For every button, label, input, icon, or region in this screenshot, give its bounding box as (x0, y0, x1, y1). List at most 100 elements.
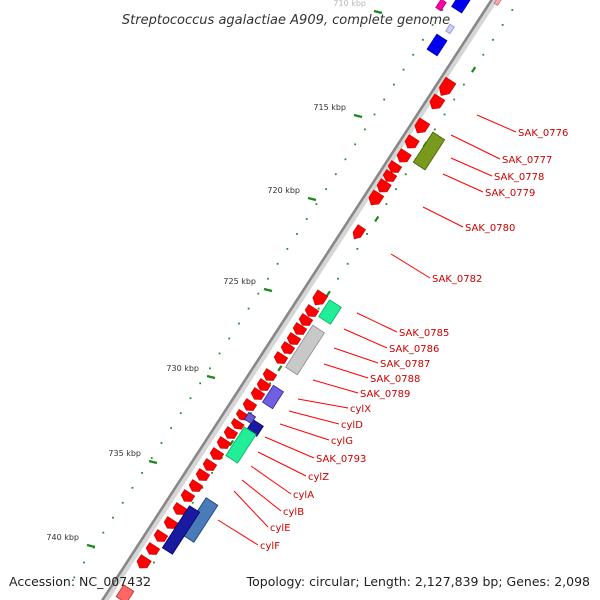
outer-scale-dot (392, 83, 395, 86)
gene-label: cylG (331, 436, 353, 447)
gene-block-a7 (376, 178, 392, 193)
gene-block-b1-shape (304, 304, 320, 317)
gene-block-b16-shape (202, 458, 218, 471)
inner-scale-dot (249, 412, 252, 415)
leader-line-6 (356, 312, 398, 333)
leader-line-8 (333, 347, 379, 364)
gene-block-purple-2 (243, 411, 257, 425)
scale-label-740: 740 kbp (46, 533, 79, 542)
inner-scale-dot (395, 188, 397, 191)
inner-scale-dot (511, 9, 514, 11)
outer-scale-dot (189, 397, 192, 400)
outer-scale-dot (286, 247, 289, 250)
inner-scale-dot (153, 561, 155, 564)
gene-block-b21 (163, 516, 179, 529)
leader-line-9 (323, 363, 369, 379)
gene-block-a1-shape (429, 93, 446, 110)
gene-block-navy-2-shape (161, 505, 201, 555)
outer-scale-dot (441, 9, 444, 11)
gene-block-b8-shape (256, 378, 272, 391)
inner-scale-tick (471, 66, 477, 73)
inner-scale-tick (374, 215, 380, 223)
outer-scale-dot (179, 412, 182, 415)
leader-line-2 (450, 157, 493, 177)
gene-block-b20 (172, 502, 188, 515)
gene-block-olive-shape (412, 131, 446, 171)
gene-label: SAK_0778 (494, 172, 544, 183)
gene-block-b15-shape (209, 447, 225, 460)
gene-block-b9-shape (250, 387, 266, 400)
scale-label-720: 720 kbp (267, 186, 300, 195)
gene-block-b6 (273, 351, 289, 364)
gene-block-b22 (153, 529, 169, 542)
gene-block-b7-shape (262, 368, 278, 381)
inner-scale-dot (366, 233, 368, 235)
gene-block-a2 (414, 117, 431, 134)
gene-block-a1 (429, 93, 446, 110)
leader-line-1 (450, 134, 501, 160)
gene-label: SAK_0788 (370, 374, 420, 385)
inner-scale-dot (453, 98, 456, 101)
gene-block-grey (284, 324, 326, 376)
gene-block-a2-shape (414, 117, 431, 134)
gene-block-b24-shape (136, 554, 152, 569)
gene-block-navy-2 (161, 505, 201, 555)
gene-block-b15 (209, 447, 225, 460)
gene-label: cylB (283, 507, 304, 518)
gene-block-b0-shape (312, 289, 329, 306)
gene-label: SAK_0776 (518, 128, 568, 139)
gene-label: cylF (260, 541, 280, 552)
outer-scale-dot (218, 352, 221, 355)
gene-block-lavender-shape (445, 23, 455, 35)
outer-scale-dot (83, 561, 85, 564)
leader-line-18 (233, 490, 269, 528)
gene-block-b23 (145, 542, 161, 555)
gene-block-b22-shape (153, 529, 169, 542)
gene-block-b19-shape (180, 489, 196, 502)
outer-scale-dot (305, 218, 308, 220)
gene-block-b0 (312, 289, 329, 306)
gene-label: SAK_0782 (432, 274, 482, 285)
gene-block-a6-shape (382, 169, 398, 182)
outer-scale-dot (354, 143, 357, 146)
features-layer (115, 0, 503, 600)
outer-scale-dot (160, 442, 163, 444)
scale-tick-730 (206, 374, 216, 380)
gene-block-b10-shape (242, 398, 258, 411)
gene-label: SAK_0789 (360, 389, 410, 400)
gene-block-b18-shape (188, 479, 204, 492)
gene-block-b12-shape (230, 417, 245, 430)
scale-tick-720 (307, 196, 317, 202)
inner-scale-dot (191, 501, 194, 504)
leader-line-13 (279, 423, 330, 441)
gene-block-b24 (136, 554, 152, 569)
inner-scale-dot (482, 53, 485, 56)
gene-block-b13 (223, 426, 239, 439)
scale-label-725: 725 kbp (223, 277, 256, 286)
leader-line-12 (288, 410, 340, 425)
outer-scale-dot (141, 471, 143, 474)
gene-block-magenta-shape (435, 0, 447, 12)
gene-block-b19 (180, 489, 196, 502)
gene-block-lavender (445, 23, 455, 35)
gene-block-b2-shape (298, 313, 314, 326)
gene-block-purple-1 (261, 384, 285, 410)
scale-tick-710 (373, 9, 383, 15)
gene-block-b6-shape (273, 351, 289, 364)
gene-block-b21-shape (163, 516, 179, 529)
ticks-layer: 710 kbp 715 kbp 720 kbp 725 kbp 730 kbp 735 k… (46, 0, 383, 549)
inner-scale-dot (317, 307, 320, 310)
outer-scale-dot (267, 277, 269, 280)
leader-line-15 (257, 451, 307, 477)
gene-block-b17-shape (195, 468, 211, 481)
gene-block-magenta (435, 0, 447, 12)
leader-line-19 (217, 519, 259, 546)
leader-line-4 (422, 206, 464, 228)
gene-block-green-2-shape (225, 426, 257, 464)
leader-line-11 (297, 398, 349, 409)
leader-line-17 (241, 479, 282, 512)
gene-block-a8-shape (368, 189, 385, 206)
gene-block-b3 (292, 322, 308, 335)
gene-label: SAK_0793 (316, 454, 366, 465)
